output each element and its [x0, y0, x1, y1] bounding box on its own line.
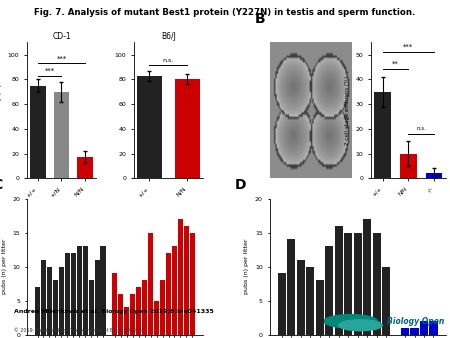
- Bar: [47, 267, 52, 335]
- Bar: [154, 300, 159, 335]
- Text: D: D: [234, 178, 246, 192]
- Bar: [190, 233, 195, 335]
- Bar: [118, 294, 123, 335]
- Bar: [94, 260, 99, 335]
- Bar: [137, 76, 162, 178]
- Y-axis label: 2-cell-stage embryos (%): 2-cell-stage embryos (%): [345, 76, 350, 145]
- Bar: [344, 233, 352, 335]
- Bar: [297, 260, 305, 335]
- Bar: [278, 273, 286, 335]
- Bar: [166, 253, 171, 335]
- Text: © 2019. Published by The Company of Biologists Ltd: © 2019. Published by The Company of Biol…: [14, 327, 142, 333]
- Bar: [71, 253, 76, 335]
- Bar: [30, 86, 45, 178]
- Bar: [410, 328, 419, 335]
- Text: C: C: [0, 178, 2, 192]
- Text: B: B: [255, 12, 266, 26]
- Bar: [287, 239, 295, 335]
- Circle shape: [324, 315, 378, 328]
- Circle shape: [338, 320, 382, 331]
- Bar: [35, 287, 40, 335]
- Bar: [77, 157, 93, 178]
- Bar: [54, 92, 69, 178]
- Bar: [382, 267, 390, 335]
- Bar: [315, 280, 324, 335]
- Bar: [136, 287, 141, 335]
- Bar: [354, 233, 362, 335]
- Text: Biology Open: Biology Open: [387, 317, 445, 326]
- Title: CD-1: CD-1: [52, 32, 71, 42]
- Text: ***: ***: [403, 44, 414, 50]
- Bar: [306, 267, 314, 335]
- Y-axis label: pubs (n) per litter: pubs (n) per litter: [2, 239, 7, 294]
- Bar: [112, 273, 117, 335]
- Y-axis label: total motility (%): total motility (%): [0, 83, 2, 137]
- Bar: [130, 294, 135, 335]
- Text: **: **: [392, 61, 399, 67]
- Bar: [100, 246, 106, 335]
- Bar: [325, 246, 333, 335]
- Text: Fig. 7. Analysis of mutant Best1 protein (Y227N) in testis and sperm function.: Fig. 7. Analysis of mutant Best1 protein…: [34, 8, 416, 18]
- Bar: [175, 79, 200, 178]
- Y-axis label: pubs (n) per litter: pubs (n) per litter: [244, 239, 249, 294]
- Bar: [142, 280, 147, 335]
- Bar: [76, 246, 82, 335]
- Bar: [41, 260, 46, 335]
- Bar: [89, 280, 94, 335]
- Bar: [172, 246, 177, 335]
- Text: Andrea Milenkovic et al. Biology Open 2019;8:bio041335: Andrea Milenkovic et al. Biology Open 20…: [14, 309, 213, 314]
- Bar: [184, 226, 189, 335]
- Text: n.s.: n.s.: [416, 126, 426, 131]
- Bar: [401, 328, 409, 335]
- Bar: [148, 233, 153, 335]
- Bar: [59, 267, 64, 335]
- Bar: [373, 233, 381, 335]
- Text: ***: ***: [45, 68, 55, 74]
- Title: B6/J: B6/J: [161, 32, 176, 42]
- Bar: [178, 219, 183, 335]
- Bar: [374, 92, 391, 178]
- Bar: [420, 321, 428, 335]
- Bar: [400, 153, 417, 178]
- Bar: [334, 226, 342, 335]
- Bar: [65, 253, 70, 335]
- Bar: [160, 280, 165, 335]
- Bar: [83, 246, 88, 335]
- Text: ***: ***: [56, 55, 67, 62]
- Bar: [124, 308, 129, 335]
- Bar: [363, 219, 371, 335]
- Bar: [53, 280, 58, 335]
- Text: n.s.: n.s.: [163, 58, 174, 63]
- Bar: [426, 173, 442, 178]
- Bar: [429, 321, 437, 335]
